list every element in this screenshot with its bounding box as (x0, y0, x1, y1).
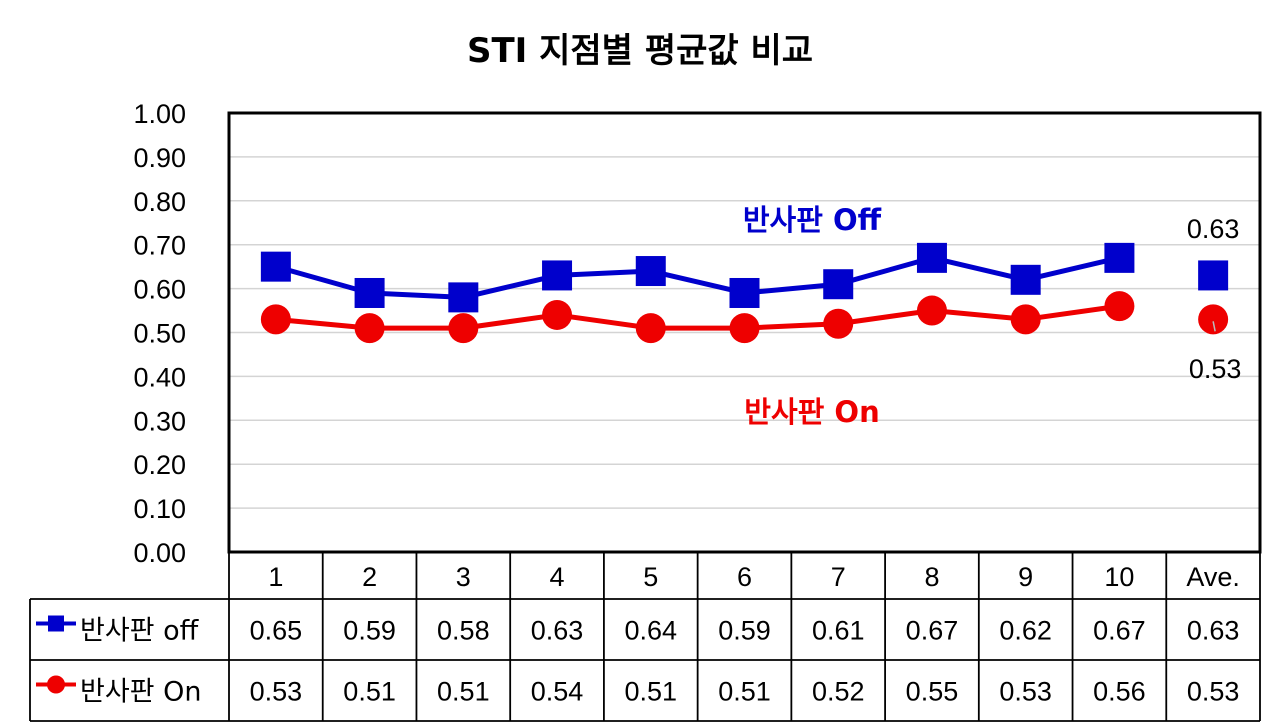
table-value-cell: 0.51 (437, 677, 490, 707)
marker-circle (448, 313, 479, 344)
table-value-cell: 0.51 (343, 677, 396, 707)
y-tick-label: 1.00 (133, 99, 186, 129)
series-line-2 (275, 303, 1120, 331)
marker-circle (1010, 304, 1041, 335)
y-tick-label: 0.90 (133, 143, 186, 173)
table-value-cell: 0.59 (343, 616, 396, 646)
series-labels: 반사판 Off 반사판 On 0.63 0.53 (743, 203, 1242, 429)
x-category-label: 8 (924, 562, 939, 592)
table-value-cell: 0.62 (999, 616, 1052, 646)
marker-circle (916, 295, 947, 326)
y-tick-label: 0.70 (133, 231, 186, 261)
marker-square (729, 277, 760, 308)
x-category-label: Ave. (1186, 562, 1240, 592)
x-category-label: 6 (737, 562, 752, 592)
table-value-cell: 0.65 (250, 616, 303, 646)
table-value-cell: 0.55 (906, 677, 959, 707)
plot-area-frame (227, 111, 1262, 554)
y-tick-label: 0.00 (133, 538, 186, 568)
table-value-cell: 0.59 (718, 616, 771, 646)
marker-circle (260, 304, 291, 335)
series-label-off: 반사판 Off (743, 203, 882, 237)
x-category-label: 3 (456, 562, 471, 592)
marker-square (1198, 260, 1229, 291)
x-category-label: 1 (268, 562, 283, 592)
table-value-cell: 0.51 (718, 677, 771, 707)
marker-circle (729, 313, 760, 344)
ave-data-label-on: 0.53 (1189, 354, 1242, 384)
series-layer (260, 242, 1229, 344)
chart-title: STI 지점별 평균값 비교 (467, 31, 813, 71)
table-value-cell: 0.58 (437, 616, 490, 646)
table-value-cell: 0.63 (1187, 616, 1240, 646)
table-value-cell: 0.64 (624, 616, 677, 646)
x-category-label: 4 (550, 562, 565, 592)
table-value-cell: 0.53 (1187, 677, 1240, 707)
marker-circle (635, 313, 666, 344)
y-tick-label: 0.60 (133, 275, 186, 305)
table-value-cell: 0.67 (906, 616, 959, 646)
table-value-cell: 0.56 (1093, 677, 1146, 707)
marker-square (354, 277, 385, 308)
y-axis: 0.00 0.10 0.20 0.30 0.40 0.50 0.60 0.70 0.80 0.90… (133, 99, 186, 568)
y-tick-label: 0.80 (133, 187, 186, 217)
table-value-cell: 0.67 (1093, 616, 1146, 646)
x-category-label: 2 (362, 562, 377, 592)
marker-square (1104, 242, 1135, 273)
marker-circle (1104, 291, 1135, 322)
table-value-cell: 0.63 (531, 616, 584, 646)
ave-label-leader (1212, 321, 1216, 332)
legend-key-square-icon (48, 615, 64, 632)
marker-circle (823, 308, 854, 339)
table-value-cell: 0.51 (624, 677, 677, 707)
table-value-cell: 0.53 (999, 677, 1052, 707)
marker-square (542, 260, 573, 291)
marker-square (1010, 264, 1041, 295)
y-tick-label: 0.30 (133, 406, 186, 436)
table-value-cell: 0.61 (812, 616, 865, 646)
marker-circle (1198, 304, 1229, 335)
table-value-cell: 0.53 (250, 677, 303, 707)
table-value-cell: 0.52 (812, 677, 865, 707)
marker-square (448, 282, 479, 313)
table-value-cell: 0.54 (531, 677, 584, 707)
legend-series-name: 반사판 off (80, 616, 200, 647)
marker-square (916, 242, 947, 273)
ave-data-label-off: 0.63 (1187, 214, 1240, 244)
series-label-on: 반사판 On (744, 395, 879, 429)
marker-square (260, 251, 291, 282)
x-category-label: 9 (1018, 562, 1033, 592)
y-tick-label: 0.10 (133, 494, 186, 524)
x-category-label: 7 (831, 562, 846, 592)
y-tick-label: 0.40 (133, 362, 186, 392)
marker-circle (354, 313, 385, 344)
legend-series-name: 반사판 On (80, 677, 201, 708)
y-tick-label: 0.50 (133, 319, 186, 349)
series-line-1 (275, 255, 1120, 300)
y-tick-label: 0.20 (133, 450, 186, 480)
legend-key-circle-icon (47, 675, 65, 694)
data-table: 1 2 3 4 5 6 7 8 9 10 Ave. 반사판 off 0.65 0.59 0.58 0.63 0.… (29, 552, 1261, 722)
marker-square (823, 269, 854, 300)
marker-square (635, 256, 666, 287)
marker-circle (542, 299, 573, 330)
x-category-label: 5 (643, 562, 658, 592)
x-category-label: 10 (1104, 562, 1134, 592)
